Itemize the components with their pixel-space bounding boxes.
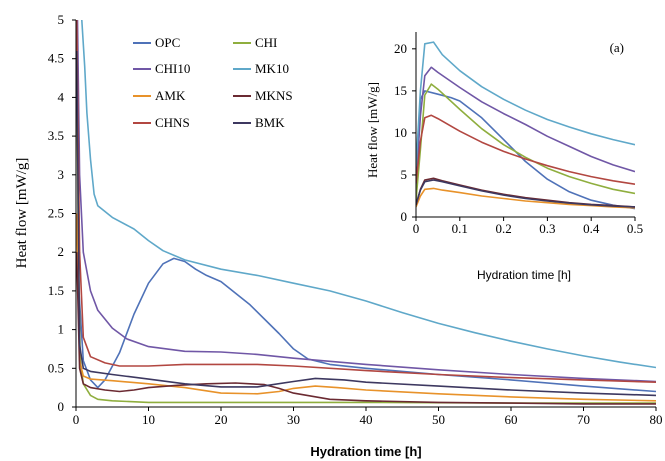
main-x-tick-label: 60 bbox=[505, 412, 518, 427]
legend-label-bmk: BMK bbox=[255, 115, 285, 130]
main-x-tick-label: 0 bbox=[73, 412, 80, 427]
main-series-opc bbox=[76, 20, 656, 393]
inset-x-tick-label: 0.5 bbox=[627, 221, 643, 236]
legend-label-mk10: MK10 bbox=[255, 61, 289, 76]
inset-y-tick-label: 5 bbox=[401, 167, 408, 182]
main-x-tick-label: 10 bbox=[142, 412, 155, 427]
main-x-tick-label: 40 bbox=[360, 412, 373, 427]
main-y-tick-label: 0 bbox=[58, 399, 65, 414]
inset-y-tick-label: 10 bbox=[394, 125, 407, 140]
main-y-tick-label: 4 bbox=[58, 89, 65, 104]
inset-x-tick-label: 0.4 bbox=[583, 221, 600, 236]
inset-x-tick-label: 0.1 bbox=[452, 221, 468, 236]
main-x-tick-label: 30 bbox=[287, 412, 300, 427]
main-x-tick-label: 80 bbox=[650, 412, 663, 427]
main-x-tick-label: 70 bbox=[577, 412, 590, 427]
main-y-tick-label: 4.5 bbox=[48, 51, 64, 66]
inset-y-tick-label: 0 bbox=[401, 209, 408, 224]
main-y-tick-label: 3.5 bbox=[48, 128, 64, 143]
inset-y-axis-title: Heat flow [mW/g] bbox=[365, 82, 380, 178]
main-series-chns bbox=[76, 20, 656, 383]
inset-series-bmk bbox=[416, 179, 635, 208]
inset-series-chi10 bbox=[416, 66, 635, 184]
legend-label-chi: CHI bbox=[255, 35, 277, 50]
main-y-tick-label: 1.5 bbox=[48, 283, 64, 298]
inset-series-chi bbox=[416, 83, 635, 201]
main-x-axis-title: Hydration time [h] bbox=[310, 444, 421, 459]
inset-series-mk10 bbox=[416, 41, 635, 167]
legend-label-chi10: CHI10 bbox=[155, 61, 190, 76]
inset-series-amk bbox=[416, 187, 635, 209]
inset-x-tick-label: 0 bbox=[413, 221, 420, 236]
main-series-mkns bbox=[76, 252, 656, 405]
main-x-tick-label: 50 bbox=[432, 412, 445, 427]
inset-series-chns bbox=[416, 114, 635, 185]
inset-x-tick-label: 0.3 bbox=[539, 221, 555, 236]
main-y-tick-label: 0.5 bbox=[48, 360, 64, 375]
main-x-tick-label: 20 bbox=[215, 412, 228, 427]
main-series-chi10 bbox=[76, 20, 656, 383]
legend: OPC CHI CHI10 MK10 AMK MKNS CHNS BMK bbox=[133, 35, 293, 130]
main-series-bmk bbox=[76, 50, 656, 397]
legend-label-opc: OPC bbox=[155, 35, 180, 50]
main-y-tick-label: 5 bbox=[58, 12, 65, 27]
inset-x-axis-title: Hydration time [h] bbox=[477, 268, 571, 282]
main-y-tick-label: 2 bbox=[58, 244, 65, 259]
inset-series-group bbox=[416, 41, 635, 210]
inset-tick-group: 0 0.1 0.2 0.3 0.4 0.5 0 5 10 15 20 bbox=[394, 41, 643, 236]
main-y-tick-label: 1 bbox=[58, 322, 65, 337]
inset-y-tick-label: 20 bbox=[394, 41, 407, 56]
main-y-tick-label: 3 bbox=[58, 167, 65, 182]
inset-y-tick-label: 15 bbox=[394, 83, 407, 98]
main-series-group bbox=[76, 20, 656, 405]
main-y-tick-label: 2.5 bbox=[48, 206, 64, 221]
legend-label-chns: CHNS bbox=[155, 115, 190, 130]
inset-background bbox=[360, 22, 654, 290]
inset-axes bbox=[415, 32, 635, 218]
main-series-mk10 bbox=[81, 20, 656, 369]
main-series-amk bbox=[76, 213, 656, 402]
legend-label-mkns: MKNS bbox=[255, 88, 293, 103]
legend-label-amk: AMK bbox=[155, 88, 186, 103]
inset-annotation: (a) bbox=[610, 40, 624, 55]
inset-x-tick-label: 0.2 bbox=[495, 221, 511, 236]
main-y-axis-title: Heat flow [mW/g] bbox=[14, 158, 30, 269]
